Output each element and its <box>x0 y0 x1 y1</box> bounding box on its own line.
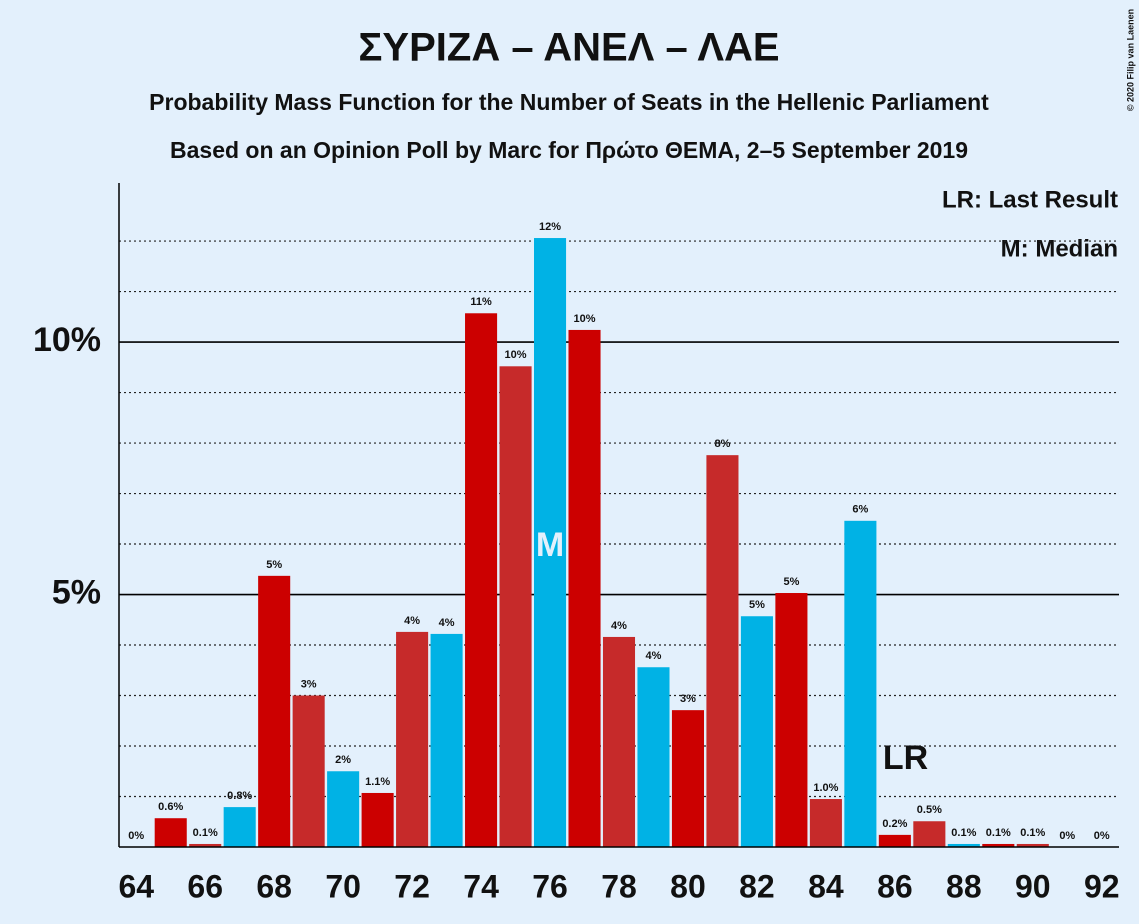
copyright: © 2020 Filip van Laenen <box>1125 9 1135 111</box>
last-result-marker: LR <box>883 739 928 777</box>
x-tick-label: 66 <box>187 868 223 904</box>
x-tick-label: 78 <box>601 868 637 904</box>
value-label: 12% <box>539 221 561 233</box>
value-label: 5% <box>749 599 765 611</box>
legend-entry: LR: Last Result <box>942 186 1118 213</box>
bar <box>706 455 739 847</box>
value-label: 3% <box>680 693 696 705</box>
value-label: 5% <box>783 576 799 588</box>
value-label: 1.1% <box>365 776 390 788</box>
chart-title: ΣΥΡΙΖΑ – ΑΝΕΛ – ΛΑΕ <box>358 26 779 70</box>
bar <box>982 843 1015 847</box>
bar <box>430 633 463 847</box>
x-tick-label: 70 <box>325 868 361 904</box>
bar <box>292 695 325 847</box>
x-tick-label: 80 <box>670 868 706 904</box>
x-tick-label: 72 <box>394 868 430 904</box>
value-label: 0% <box>1059 830 1075 842</box>
value-label: 2% <box>335 754 351 766</box>
x-tick-label: 86 <box>877 868 913 904</box>
bar <box>671 710 704 847</box>
value-label: 0.1% <box>986 827 1011 839</box>
median-marker: M <box>536 526 564 564</box>
y-tick-label: 10% <box>33 321 101 359</box>
bar <box>534 238 567 847</box>
subtitle: Probability Mass Function for the Number… <box>149 89 989 115</box>
value-label: 4% <box>404 615 420 627</box>
value-label: 0.1% <box>193 827 218 839</box>
bar <box>913 821 946 847</box>
x-tick-label: 64 <box>118 868 154 904</box>
bar <box>1016 843 1049 847</box>
value-label: 0.2% <box>882 818 907 830</box>
value-label: 0% <box>1094 830 1110 842</box>
bar <box>361 792 394 847</box>
bar <box>465 313 498 848</box>
value-label: 0.8% <box>227 790 252 802</box>
x-tick-label: 88 <box>946 868 982 904</box>
x-tick-label: 76 <box>532 868 568 904</box>
bar <box>878 834 911 847</box>
value-label: 6% <box>852 504 868 516</box>
value-label: 0.5% <box>917 804 942 816</box>
bar <box>740 616 773 847</box>
value-label: 0.1% <box>1020 827 1045 839</box>
bar <box>223 807 256 847</box>
y-tick-label: 5% <box>52 574 101 612</box>
subtitle: Based on an Opinion Poll by Marc for Πρώ… <box>170 137 968 163</box>
value-label: 0% <box>128 830 144 842</box>
value-label: 10% <box>574 313 596 325</box>
x-tick-label: 84 <box>808 868 844 904</box>
value-label: 0.6% <box>158 801 183 813</box>
x-tick-label: 92 <box>1084 868 1120 904</box>
bar <box>844 520 877 847</box>
value-label: 3% <box>301 678 317 690</box>
bar <box>327 771 360 847</box>
x-tick-label: 68 <box>256 868 292 904</box>
value-label: 1.0% <box>813 782 838 794</box>
value-label: 4% <box>646 650 662 662</box>
bar <box>568 329 601 847</box>
bar <box>809 799 842 847</box>
bar <box>775 593 808 847</box>
value-label: 4% <box>611 620 627 632</box>
bar <box>396 631 429 847</box>
bar <box>499 366 532 847</box>
x-tick-label: 82 <box>739 868 775 904</box>
bar <box>258 575 291 847</box>
bar <box>602 636 636 847</box>
bar <box>154 818 187 847</box>
bar <box>637 667 670 847</box>
x-tick-label: 90 <box>1015 868 1051 904</box>
value-label: 10% <box>505 349 527 361</box>
bar <box>947 843 980 847</box>
legend-entry: M: Median <box>1001 235 1118 262</box>
value-label: 4% <box>439 617 455 629</box>
value-label: 8% <box>714 438 730 450</box>
x-tick-label: 74 <box>463 868 499 904</box>
value-label: 0.1% <box>951 827 976 839</box>
bar <box>189 843 222 847</box>
value-label: 11% <box>470 296 492 308</box>
value-label: 5% <box>266 559 282 571</box>
